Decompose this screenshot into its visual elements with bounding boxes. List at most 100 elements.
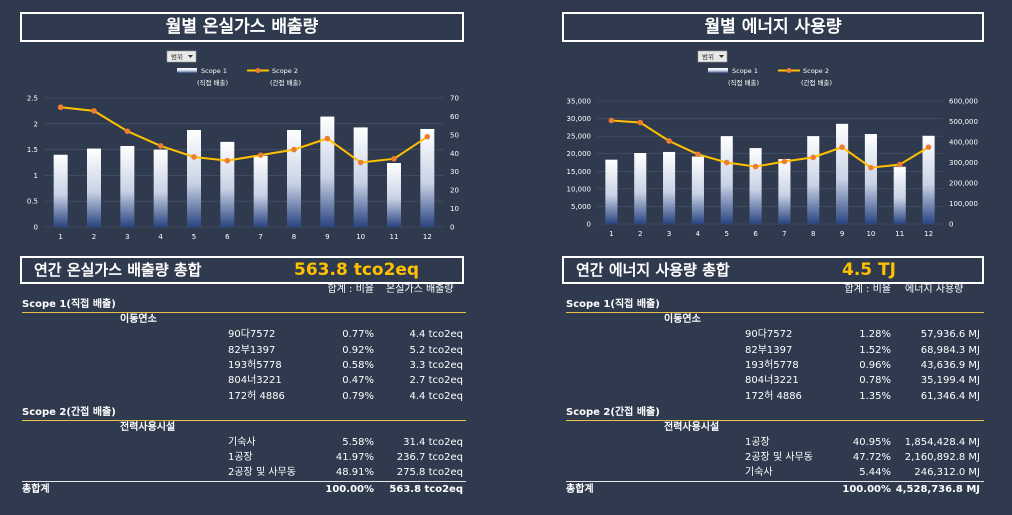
scope2-label: Scope 2(간접 배출) [566, 406, 660, 418]
item-ratio: 0.77% [342, 329, 374, 341]
bar-month-3 [120, 145, 135, 227]
scope1-label: Scope 1(직접 배출) [22, 299, 116, 310]
right-chart-title: 월별 에너지 사용량 [562, 12, 984, 42]
scope2-point-5 [723, 159, 730, 166]
table-row: 90다7572 1.28% 57,936.6 MJ [0, 327, 1012, 342]
bar-month-2 [87, 148, 101, 227]
scope1-divider [566, 312, 984, 313]
grand-total-value: 563.8 tco2eq [389, 484, 463, 496]
y-tick-label: 5,000 [571, 203, 591, 211]
item-value: 35,199.4 MJ [920, 375, 980, 387]
scope2-group-label: 전력사용시설 [120, 421, 176, 433]
y-tick-label: 0 [587, 221, 591, 229]
table-row: 1공장 40.95% 1,854,428.4 MJ [0, 435, 1012, 450]
y-tick-label: 1.5 [27, 146, 38, 154]
table-header-row: 합계 : 비율 온실가스 배출량 [0, 282, 1012, 297]
y2-tick-label: 30 [450, 168, 459, 176]
y2-tick-label: 50 [450, 131, 459, 139]
filter-button-bg [166, 50, 197, 63]
table-row: 1공장 41.97% 236.7 tco2eq [0, 450, 1012, 465]
x-tick-label: 6 [753, 230, 758, 238]
scope2-row: Scope 2(간접 배출) [0, 405, 1012, 420]
col-header-value: 에너지 사용량 [905, 284, 964, 295]
item-value: 236.7 tco2eq [396, 452, 463, 464]
bar-month-1 [605, 159, 618, 224]
scope2-point-5 [191, 154, 197, 160]
chevron-down-icon [719, 55, 724, 58]
bar-month-7 [778, 158, 791, 224]
energy-chart: 0 5,000 10,000 15,000 20,000 25,000 30,000 35,0… [567, 50, 978, 238]
scope2-label: Scope 2(간접 배출) [22, 406, 116, 418]
item-name: 193허5778 [228, 359, 282, 371]
item-name: 172허 4886 [745, 390, 802, 402]
left-summary-title: 연간 온실가스 배출량 총합 [34, 261, 202, 279]
scope1-row: Scope 1(직접 배출) [0, 297, 1012, 312]
y-tick-label: 2 [34, 120, 38, 128]
item-name: 193허5778 [745, 359, 799, 371]
scope1-divider [22, 312, 466, 313]
table-row: 2공장 및 사무동 47.72% 2,160,892.8 MJ [0, 450, 1012, 465]
bar-month-9 [836, 123, 849, 224]
bar-month-5 [720, 136, 733, 224]
table-row: 82부1397 1.52% 68,984.3 MJ [0, 343, 1012, 358]
scope2-point-6 [752, 163, 759, 170]
scope2-point-9 [839, 144, 845, 150]
item-value: 4.4 tco2eq [409, 390, 463, 402]
grand-total-label: 총합계 [22, 484, 50, 496]
filter-dropdown-button[interactable]: 범위 [166, 50, 197, 63]
filter-dropdown-button[interactable]: 범위 [697, 50, 728, 63]
filter-label: 범위 [702, 52, 714, 61]
y2-tick-label: 60 [450, 113, 459, 121]
scope2-point-12 [424, 133, 431, 140]
scope2-point-7 [257, 152, 264, 158]
x-tick-label: 9 [840, 230, 844, 238]
scope2-point-1 [57, 104, 64, 111]
item-value: 68,984.3 MJ [920, 344, 980, 356]
item-ratio: 0.79% [342, 390, 374, 402]
item-name: 82부1397 [228, 344, 276, 356]
filter-button-bg [697, 50, 728, 63]
x-tick-label: 7 [258, 233, 262, 241]
total-divider [22, 481, 466, 483]
scope2-point-9 [324, 135, 331, 142]
col-header-ratio: 합계 : 비율 [327, 284, 374, 295]
y-tick-label: 10,000 [567, 185, 592, 193]
filter-label: 범위 [171, 52, 183, 61]
item-ratio: 1.52% [859, 344, 891, 356]
col-header-value: 온실가스 배출량 [386, 284, 454, 295]
scope2-point-3 [124, 128, 131, 134]
legend-scope2-label: Scope 2 [803, 67, 829, 75]
x-tick-label: 8 [811, 230, 815, 238]
item-ratio: 5.58% [342, 436, 374, 448]
y2-tick-label: 40 [450, 150, 459, 158]
table-row: 90다7572 0.77% 4.4 tco2eq [0, 327, 1012, 342]
item-ratio: 0.96% [859, 359, 891, 371]
legend-scope1-swatch [177, 68, 197, 73]
bar-month-2 [634, 153, 647, 224]
x-tick-label: 9 [325, 233, 329, 241]
x-tick-label: 1 [58, 233, 62, 241]
table-row: 804너3221 0.78% 35,199.4 MJ [0, 373, 1012, 388]
item-name: 2공장 및 사무동 [228, 467, 296, 479]
x-tick-label: 7 [782, 230, 786, 238]
item-ratio: 0.92% [342, 344, 374, 356]
item-name: 기숙사 [228, 436, 256, 448]
item-ratio: 1.35% [859, 390, 891, 402]
bar-month-3 [663, 151, 676, 224]
bar-month-12 [420, 128, 435, 227]
y2-tick-label: 0 [949, 221, 953, 229]
x-tick-label: 2 [638, 230, 642, 238]
chevron-down-icon [188, 55, 193, 58]
scope2-group-label: 전력사용시설 [664, 421, 720, 433]
x-tick-label: 1 [609, 230, 613, 238]
bar-month-4 [153, 149, 168, 227]
bar-month-9 [320, 116, 335, 227]
grand-total-ratio: 100.00% [325, 484, 374, 496]
bar-month-1 [53, 154, 68, 227]
legend-scope1-swatch [708, 68, 728, 73]
item-name: 82부1397 [745, 344, 793, 356]
table-row: 기숙사 5.58% 31.4 tco2eq [0, 435, 1012, 450]
scope1-group-row: 이동연소 [0, 312, 1012, 327]
x-tick-label: 4 [158, 233, 163, 241]
item-value: 4.4 tco2eq [409, 329, 463, 341]
